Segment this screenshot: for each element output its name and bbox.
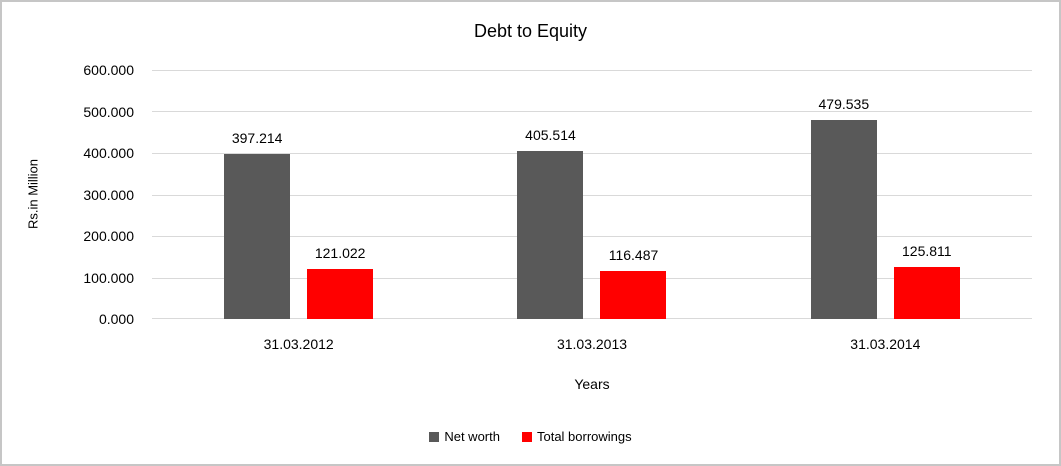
y-axis: 600.000 500.000 400.000 300.000 200.000 100.0…	[2, 62, 142, 327]
gridline	[152, 194, 1032, 196]
y-tick-label: 200.000	[83, 228, 134, 244]
y-tick-label: 100.000	[83, 269, 134, 286]
data-label: 125.811	[902, 242, 952, 259]
bar-total-borrowings: 121.022	[307, 245, 374, 319]
legend-item: Total borrowings	[521, 429, 632, 444]
chart-title: Debt to Equity	[473, 21, 588, 41]
bar-net-worth: 405.514	[517, 127, 584, 319]
x-category-label: 31.03.2014	[850, 336, 921, 352]
x-axis-title: Years	[574, 376, 610, 392]
y-tick-label: 0.000	[98, 311, 134, 327]
y-tick-label: 500.000	[83, 103, 134, 120]
bar-total-borrowings: 116.487	[600, 247, 667, 319]
data-label: 397.214	[231, 130, 283, 147]
legend-item: Net worth	[429, 429, 500, 444]
data-label: 121.022	[314, 244, 366, 261]
y-tick-label: 300.000	[83, 186, 134, 203]
gridline	[152, 235, 1032, 237]
bar-group: 397.214 121.022	[152, 70, 445, 319]
y-tick-label: 400.000	[83, 145, 134, 161]
gridline	[152, 111, 1032, 113]
bar-group: 479.535 125.811	[739, 70, 1032, 319]
gridline	[152, 277, 1032, 279]
x-category-label: 31.03.2012	[263, 336, 334, 352]
plot-area: 397.214 121.022 405.514 116.487 479.535 125.8…	[152, 70, 1032, 319]
gridline	[152, 70, 1032, 71]
bar-group: 405.514 116.487	[445, 70, 738, 319]
y-tick-label: 600.000	[83, 62, 134, 78]
legend-label: Total borrowings	[536, 429, 632, 444]
gridline	[152, 152, 1032, 154]
gridline	[152, 318, 1032, 319]
bar-net-worth: 479.535	[810, 96, 877, 319]
x-axis: 31.03.2012 31.03.2013 31.03.2014	[152, 336, 1032, 352]
legend: Net worth Total borrowings	[2, 429, 1059, 444]
data-label: 479.535	[818, 96, 870, 112]
data-label: 405.514	[525, 126, 576, 143]
x-category-label: 31.03.2013	[556, 336, 628, 352]
data-label: 116.487	[608, 246, 659, 263]
bar-net-worth: 397.214	[224, 130, 291, 319]
bar-total-borrowings: 125.811	[893, 243, 960, 319]
legend-swatch	[521, 431, 532, 442]
legend-label: Net worth	[444, 429, 500, 444]
legend-swatch	[429, 431, 440, 442]
